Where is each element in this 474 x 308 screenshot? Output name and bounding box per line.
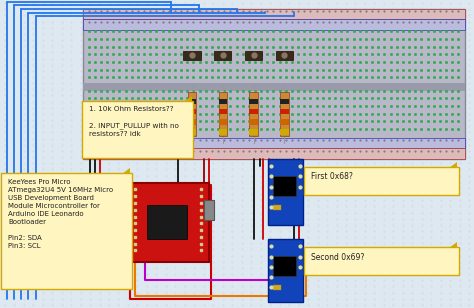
Bar — [280, 109, 289, 114]
Bar — [188, 92, 196, 136]
Bar — [249, 129, 258, 135]
Polygon shape — [449, 242, 457, 248]
Bar — [83, 138, 465, 148]
Polygon shape — [122, 168, 130, 174]
Bar — [249, 119, 258, 125]
FancyBboxPatch shape — [304, 247, 459, 275]
Polygon shape — [183, 96, 192, 102]
Bar — [188, 109, 196, 114]
Bar — [188, 119, 196, 125]
Bar — [273, 176, 296, 196]
Bar — [83, 19, 465, 30]
Bar — [214, 51, 231, 60]
Text: Second 0x69?: Second 0x69? — [311, 253, 365, 261]
Bar — [249, 109, 258, 114]
Bar — [219, 119, 227, 125]
Bar — [183, 51, 201, 60]
Bar — [249, 99, 258, 104]
Bar — [83, 83, 465, 91]
Bar — [130, 183, 209, 262]
Bar — [280, 99, 289, 104]
Bar — [268, 239, 303, 302]
Bar — [83, 148, 465, 159]
Text: First 0x68?: First 0x68? — [311, 172, 353, 181]
Bar — [147, 205, 187, 239]
Bar — [245, 51, 262, 60]
Text: KeeYees Pro Micro
ATmega32U4 5V 16MHz Micro
USB Development Board
Module Microco: KeeYees Pro Micro ATmega32U4 5V 16MHz Mi… — [8, 179, 113, 249]
Text: 1. 10k Ohm Resistors??

2. INPUT_PULLUP with no
resistors?? idk: 1. 10k Ohm Resistors?? 2. INPUT_PULLUP w… — [89, 106, 179, 137]
Bar — [83, 9, 465, 19]
Bar — [280, 92, 289, 136]
Bar — [276, 51, 293, 60]
FancyBboxPatch shape — [82, 101, 193, 158]
FancyBboxPatch shape — [1, 173, 132, 289]
FancyBboxPatch shape — [304, 167, 459, 195]
Bar — [268, 159, 303, 225]
Bar — [280, 119, 289, 125]
Bar — [273, 285, 281, 290]
Bar — [83, 9, 465, 159]
Bar — [219, 92, 227, 136]
Bar — [188, 129, 196, 135]
Bar — [273, 205, 281, 210]
Bar — [188, 99, 196, 104]
Bar — [219, 129, 227, 135]
Bar — [273, 256, 296, 276]
Bar — [280, 129, 289, 135]
Bar — [204, 200, 214, 220]
Polygon shape — [449, 162, 457, 168]
Bar — [219, 109, 227, 114]
Bar — [219, 99, 227, 104]
Bar — [249, 92, 258, 136]
